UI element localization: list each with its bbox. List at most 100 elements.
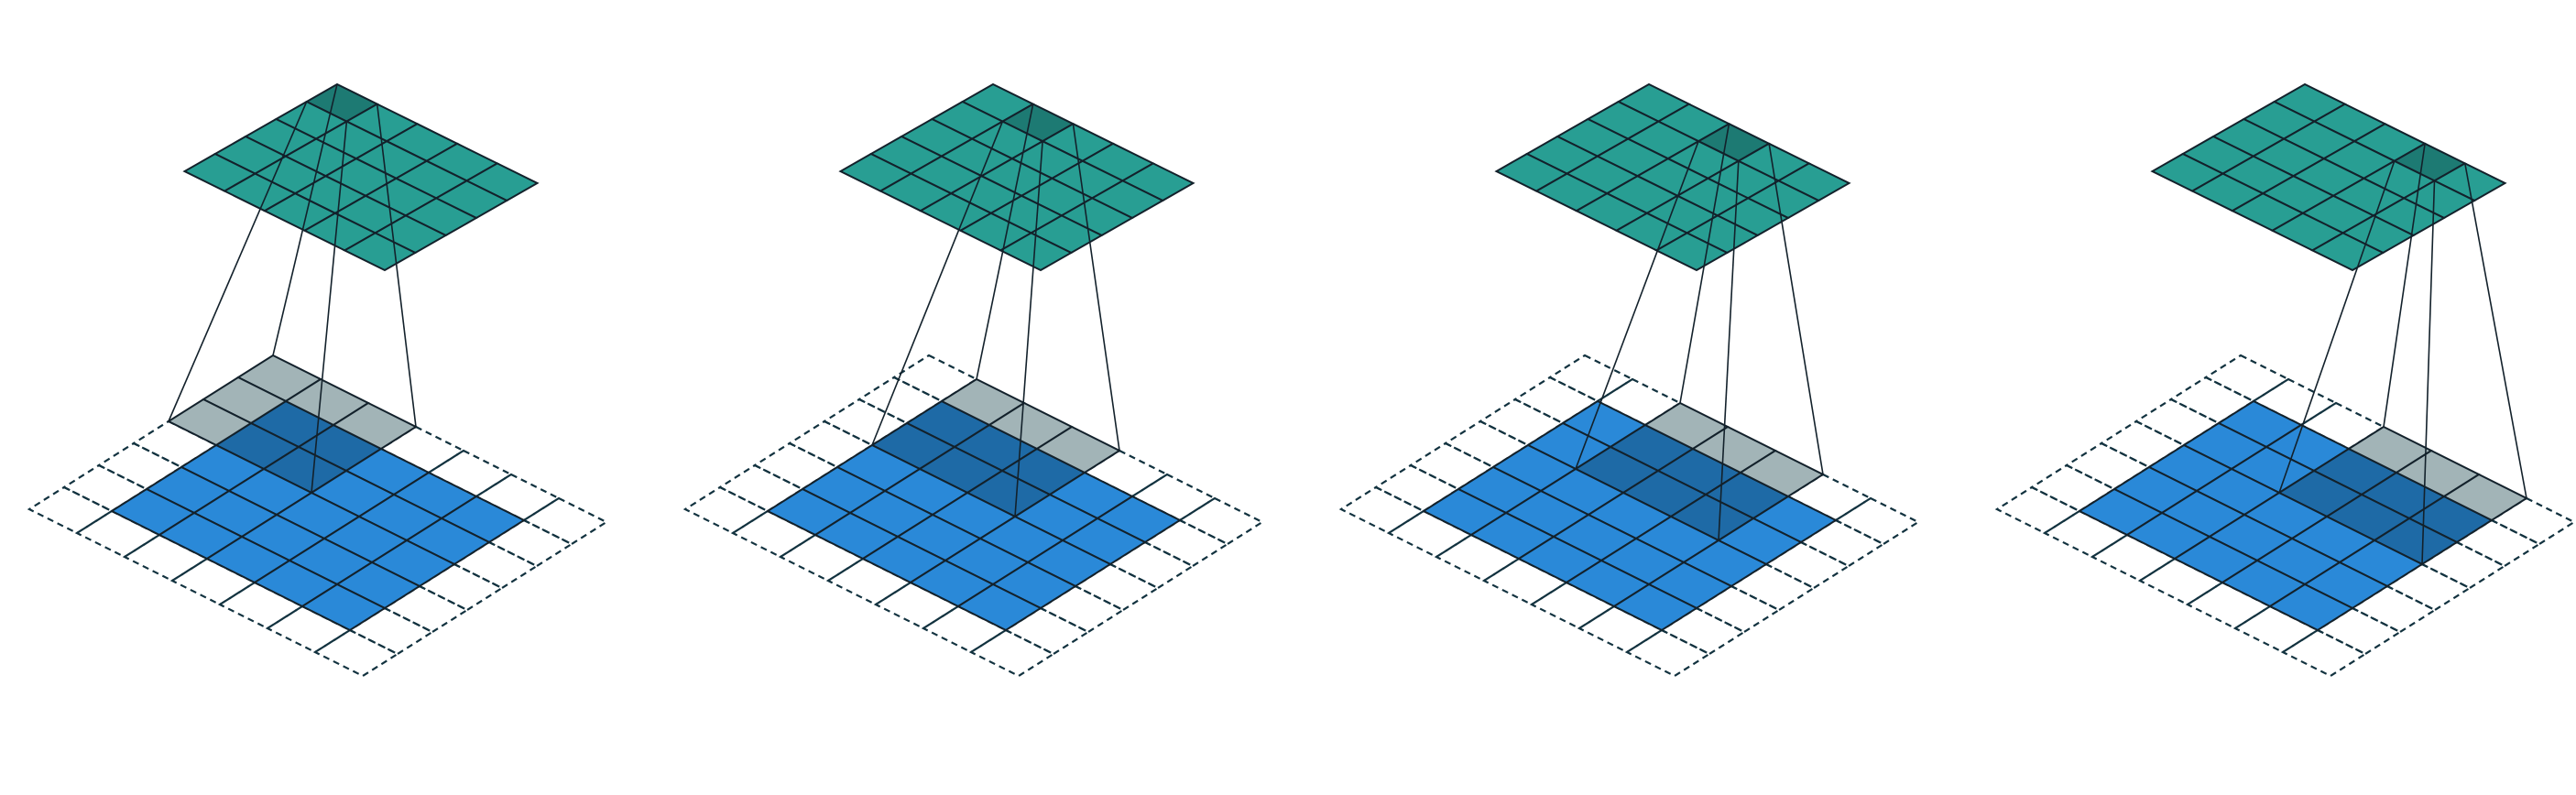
projection-line [871,121,1004,446]
padding-cell [682,485,770,535]
kernel-padding-cell [331,401,419,451]
output-cell [343,232,418,272]
padding-cell [2099,419,2187,469]
padding-cell [2203,354,2291,403]
projection-line [1072,124,1120,452]
input-grid [2077,399,2494,632]
padding-cell [521,496,609,546]
padding-cell [378,425,466,474]
kernel-padding-cell [1034,425,1122,474]
output-grid [2150,82,2507,272]
kernel-padding-cell [2441,473,2529,522]
padding-cell [968,628,1056,678]
padding-cell [382,584,470,634]
projection-lines [168,83,417,494]
padding-cell [1624,628,1712,678]
kernel-window [1643,401,1826,498]
padding-cell [1595,377,1683,427]
projection-line [2278,160,2396,494]
padding-cell [787,419,875,469]
padding-cell [2350,584,2438,634]
padding-cell [2489,496,2576,546]
input-cell [300,583,387,632]
padding-cell [1338,485,1426,535]
output-grid [838,82,1195,272]
padding-cell [1177,496,1265,546]
padding-cell [1073,562,1161,612]
padding-cell [2454,518,2542,568]
padding-cell [1659,606,1747,656]
padding-cell [1694,584,1782,634]
padding-cell [2315,606,2403,656]
padding-cell [96,441,184,491]
conv-step-1 [27,82,609,678]
padding-cell [1443,419,1531,469]
projection-line [1718,160,1740,541]
projection-line [1679,124,1730,404]
padding-cell [891,354,979,403]
padding-cell [1478,398,1566,447]
output-cell [1654,232,1730,272]
padding-cell [2134,398,2221,447]
padding-cell [2168,376,2256,425]
projection-line [2383,143,2426,428]
padding-cell [474,473,562,522]
padding-cell [2280,628,2368,678]
projection-line [376,103,417,428]
kernel-padding-cell [1738,449,1826,498]
padding-cell [2385,562,2472,612]
padding-cell [61,463,149,513]
padding-cell [1729,562,1817,612]
kernel-window [939,377,1122,474]
padding-cell [2251,377,2339,427]
padding-cell [1408,441,1496,491]
padding-cell [2298,401,2386,451]
padding-cell [1038,584,1126,634]
projection-line [2464,163,2527,499]
padding-cell [752,441,840,491]
padding-cell [2419,540,2507,590]
padding-cell [1003,606,1091,656]
padding-cell [27,485,115,535]
input-grid [109,399,527,632]
output-grid [182,82,540,272]
projection-line [311,121,348,494]
padding-cell [1547,354,1635,403]
projection-line [1768,143,1824,475]
projection-line [168,101,308,422]
output-cell [2310,232,2385,272]
padding-cell [417,562,505,612]
conv-step-4 [1994,82,2576,678]
padding-cell [426,449,514,498]
padding-cell [452,540,540,590]
padding-cell [1763,540,1851,590]
input-cell [1611,583,1699,632]
padding-cell [1798,518,1886,568]
padding-cell [347,606,435,656]
padding-cell [717,463,805,513]
padding-cell [1512,376,1600,425]
conv-step-2 [682,82,1265,678]
padding-cell [1130,473,1217,522]
projection-line [272,83,338,356]
projection-line [2421,180,2436,565]
input-cell [2267,583,2355,632]
kernel-window [2346,425,2529,522]
padding-cell [2029,463,2117,513]
padding-cell [1785,473,1873,522]
conv-step-3 [1338,82,1921,678]
projection-line [976,103,1034,380]
input-cell [955,583,1043,632]
projection-lines [2278,143,2527,565]
projection-lines [871,103,1120,517]
input-grid [1421,399,1839,632]
padding-cell [857,376,944,425]
padding-cell [2064,441,2152,491]
padding-cell [1142,518,1230,568]
padding-grid [1994,354,2576,678]
kernel-padding-cell [166,398,254,447]
projection-line [1014,141,1043,517]
padding-cell [486,518,574,568]
